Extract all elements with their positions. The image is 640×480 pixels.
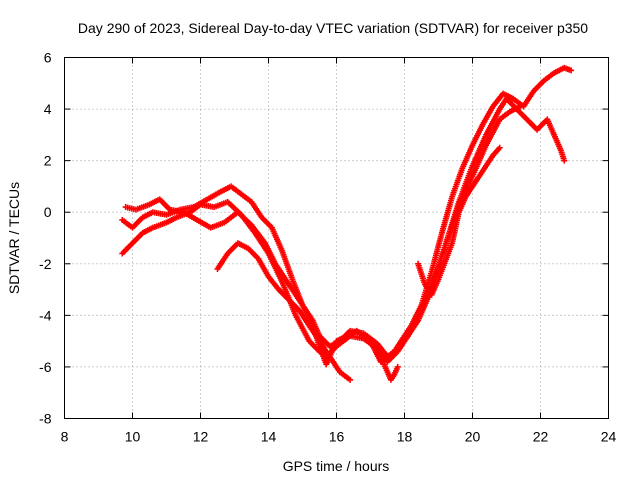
data-point: [496, 144, 503, 151]
series-track-3: [122, 103, 524, 360]
y-tick-labels: -8 -6 -4 -2 0 2 4 6: [39, 50, 52, 427]
data-point: [517, 103, 524, 110]
x-axis-label: GPS time / hours: [283, 458, 390, 474]
series-track-6: [381, 361, 401, 383]
tick-marks: [64, 57, 609, 419]
y-tick-label: 0: [44, 204, 52, 220]
y-tick-label: 2: [44, 153, 52, 169]
data-point: [568, 67, 575, 74]
y-tick-label: -8: [39, 411, 52, 427]
series-track-2: [119, 95, 568, 365]
x-tick-label: 18: [397, 429, 413, 445]
grid: [64, 57, 609, 419]
y-tick-label: 4: [44, 101, 52, 117]
data-points: [119, 64, 575, 383]
x-tick-labels: 8 10 12 14 16 18 20 22 24: [61, 429, 617, 445]
series-track-5: [415, 144, 503, 298]
y-tick-label: 6: [44, 50, 52, 66]
series-track-4: [214, 240, 354, 383]
x-tick-label: 24: [601, 429, 617, 445]
y-tick-label: -6: [39, 359, 52, 375]
y-tick-label: -2: [39, 256, 52, 272]
y-axis-label: SDTVAR / TECUs: [6, 182, 22, 294]
x-tick-label: 22: [533, 429, 549, 445]
x-tick-label: 20: [465, 429, 481, 445]
x-tick-label: 10: [125, 429, 141, 445]
data-point: [347, 376, 354, 383]
x-tick-label: 12: [193, 429, 209, 445]
y-tick-label: -4: [39, 307, 52, 323]
data-point: [394, 363, 401, 370]
x-tick-label: 8: [61, 429, 69, 445]
data-point: [561, 157, 568, 164]
x-tick-label: 16: [329, 429, 345, 445]
chart-title: Day 290 of 2023, Sidereal Day-to-day VTE…: [78, 20, 588, 36]
x-tick-label: 14: [261, 429, 277, 445]
plot-frame: [64, 57, 609, 419]
